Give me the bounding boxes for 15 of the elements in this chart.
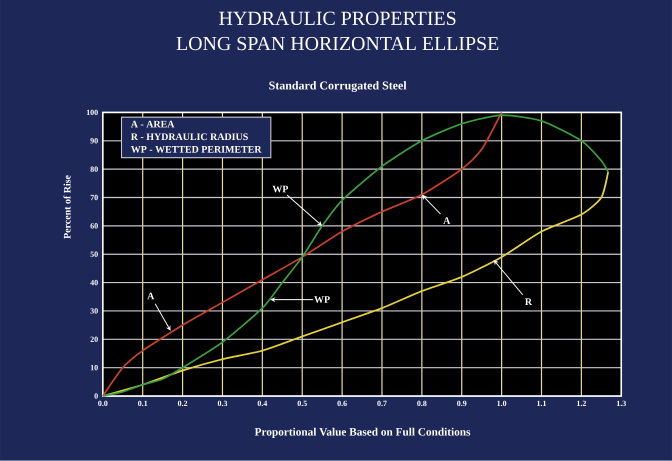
annotation: R xyxy=(525,298,532,306)
annotation: A xyxy=(443,217,450,224)
chart-subtitle: Standard Corrugated Steel xyxy=(269,81,406,92)
annotation: A xyxy=(147,292,154,300)
y-axis-title: Percent of Rise xyxy=(63,175,71,239)
line-series xyxy=(102,112,502,398)
annotation: WP xyxy=(314,296,330,304)
line-series xyxy=(102,171,609,398)
annotation: R - HYDRAULIC RADIUS xyxy=(130,134,248,140)
annotation: WP - WETTED PERIMETER xyxy=(130,146,262,153)
annotation: A - AREA xyxy=(130,120,174,128)
x-axis-title: Proportional Value Based on Full Conditions xyxy=(254,428,470,438)
annotation: WP xyxy=(272,186,288,193)
chart-title: HYDRAULIC PROPERTIES LONG SPAN HORIZONTAL ELLIPSE xyxy=(176,12,498,50)
line-series xyxy=(102,114,609,398)
